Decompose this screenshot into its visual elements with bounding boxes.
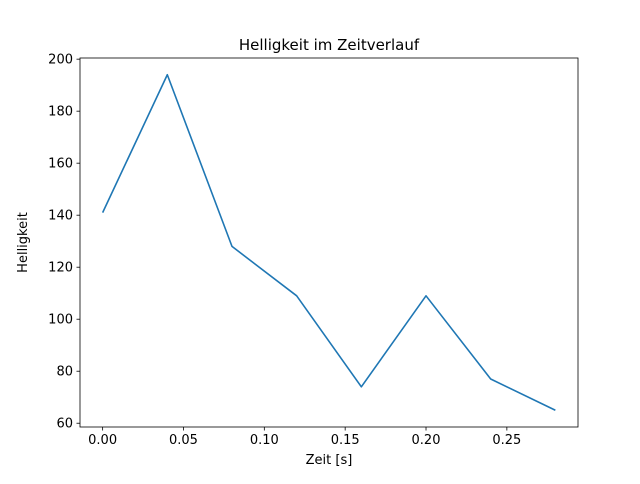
y-tick-label: 60 [56,417,73,432]
x-axis-label: Zeit [s] [306,453,353,468]
y-tick-label: 80 [56,365,73,380]
y-axis-label: Helligkeit [16,212,31,273]
x-tick-label: 0.15 [331,433,360,448]
y-tick-label: 160 [48,157,73,172]
plot-area [79,57,579,428]
data-line-series [101,73,556,411]
y-tick-label: 180 [48,105,73,120]
y-tick-label: 100 [48,313,73,328]
x-tick-label: 0.25 [492,433,521,448]
y-tick-label: 200 [48,53,73,68]
y-tick-label: 120 [48,261,73,276]
x-tick-label: 0.10 [250,433,279,448]
plot-contents: 0.00 0.05 0.10 0.15 0.20 0.25 60 80 100 120 140 160… [48,53,556,448]
x-tick-label: 0.00 [88,433,117,448]
x-tick-label: 0.05 [169,433,198,448]
x-tick-label: 0.20 [412,433,441,448]
y-tick-label: 140 [48,209,73,224]
chart-title: Helligkeit im Zeitverlauf [239,36,420,54]
